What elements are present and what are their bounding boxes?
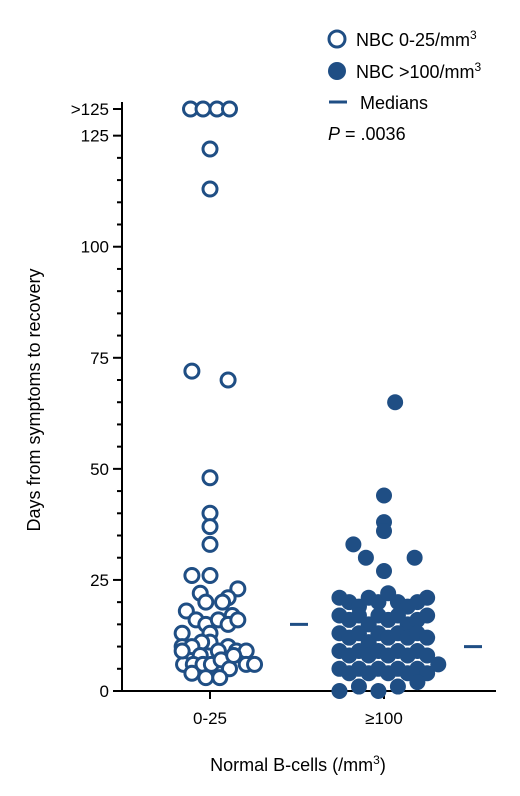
- filled-data-point: [406, 549, 423, 566]
- filled-data-point: [345, 536, 362, 553]
- x-axis-title: Normal B-cells (/mm3): [210, 753, 386, 775]
- open-data-point: [194, 100, 212, 118]
- x-tick-label: ≥100: [365, 709, 403, 728]
- filled-data-point: [419, 647, 436, 664]
- filled-data-point: [419, 589, 436, 606]
- p-value-italic: P: [328, 124, 340, 144]
- y-tick-label: 50: [90, 460, 109, 479]
- open-data-point: [201, 180, 219, 198]
- open-data-point: [183, 362, 201, 380]
- filled-data-point: [376, 563, 392, 580]
- x-ticks: 0-25 ≥100: [193, 691, 403, 728]
- x-axis-title-sup: 3: [373, 753, 380, 767]
- x-axis-title-text: Normal B-cells (/mm: [210, 755, 373, 775]
- open-data-point: [201, 566, 219, 584]
- legend-open-sup: 3: [470, 28, 477, 42]
- filled-data-point: [376, 523, 392, 540]
- legend: NBC 0-25/mm3 NBC >100/mm3 Medians P = .0…: [327, 28, 482, 144]
- legend-filled-text: NBC >100/mm: [356, 62, 475, 82]
- filled-data-point: [357, 549, 374, 566]
- open-data-point: [220, 100, 238, 118]
- open-data-point: [197, 593, 215, 611]
- p-value-annotation: P = .0036: [328, 124, 406, 144]
- y-tick-label: 75: [90, 349, 109, 368]
- open-data-point: [219, 371, 237, 389]
- filled-data-point: [370, 683, 387, 699]
- open-data-point: [246, 655, 264, 673]
- open-data-point: [229, 611, 247, 629]
- open-data-point: [211, 669, 229, 687]
- y-axis-title: Days from symptoms to recovery: [24, 268, 44, 531]
- filled-data-point: [350, 678, 367, 695]
- open-data-point: [183, 664, 201, 682]
- legend-open-marker: [327, 29, 347, 49]
- median-lines: [290, 622, 482, 649]
- p-value-text: = .0036: [340, 124, 406, 144]
- legend-median-label: Medians: [360, 93, 428, 113]
- legend-open-text: NBC 0-25/mm: [356, 30, 470, 50]
- y-tick-label: 100: [81, 238, 109, 257]
- open-data-point: [183, 566, 201, 584]
- filled-data-point: [419, 629, 436, 646]
- legend-filled-marker: [328, 62, 346, 80]
- open-data-point: [201, 469, 219, 487]
- open-data-point: [201, 535, 219, 553]
- legend-open-label: NBC 0-25/mm3: [356, 28, 477, 50]
- x-axis-title-end: ): [380, 755, 386, 775]
- open-data-point: [201, 140, 219, 158]
- x-tick-label: 0-25: [193, 709, 227, 728]
- legend-filled-sup: 3: [475, 60, 482, 74]
- y-tick-label: 125: [81, 127, 109, 146]
- open-data-point: [173, 642, 191, 660]
- y-ticks: 0 25 50 75 100 125: [81, 108, 122, 701]
- axes: 0 25 50 75 100 125 0-25 ≥100: [81, 102, 496, 728]
- filled-data-point: [430, 656, 447, 673]
- data-points: [173, 100, 447, 699]
- filled-data-point: [331, 683, 348, 699]
- filled-data-point: [387, 394, 404, 411]
- y-tick-label: 0: [100, 682, 109, 701]
- open-data-point: [225, 646, 243, 664]
- filled-data-point: [409, 674, 426, 691]
- filled-data-point: [419, 607, 436, 624]
- legend-filled-label: NBC >100/mm3: [356, 60, 482, 82]
- open-data-point: [197, 669, 215, 687]
- overflow-tick-label: >125: [71, 100, 109, 119]
- open-data-point: [214, 593, 232, 611]
- filled-data-point: [389, 678, 406, 695]
- y-tick-label: 25: [90, 571, 109, 590]
- filled-data-point: [376, 487, 392, 504]
- open-data-point: [201, 518, 219, 536]
